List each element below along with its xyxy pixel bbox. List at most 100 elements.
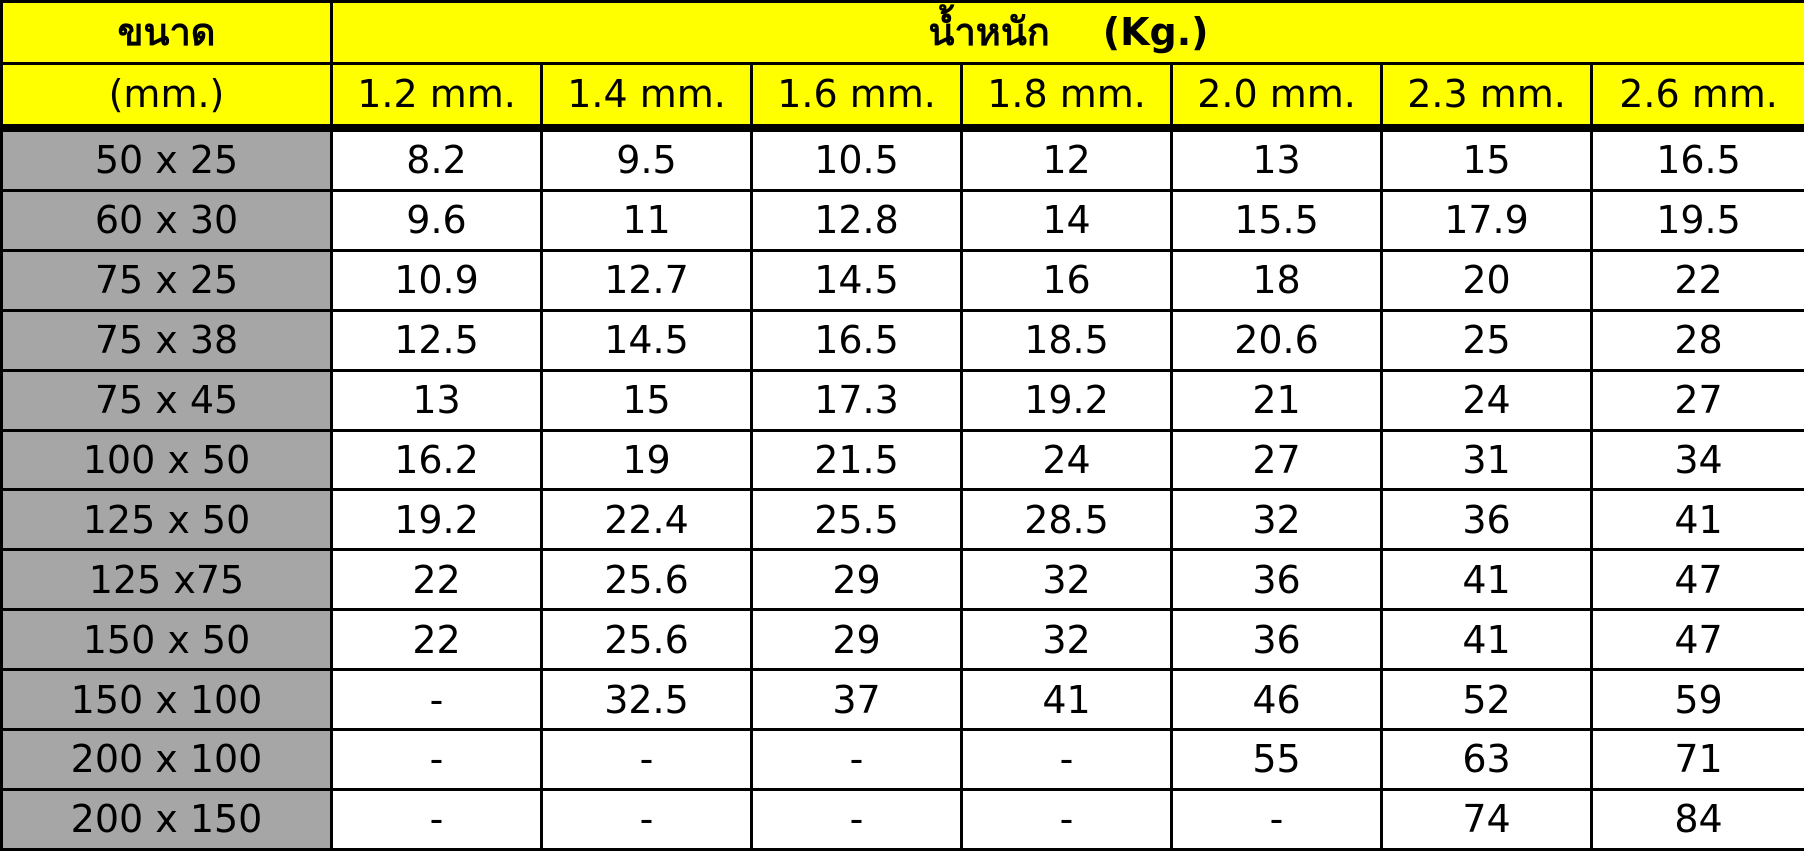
- weight-cell: 41: [960, 668, 1173, 732]
- weight-cell: 17.3: [750, 368, 963, 432]
- weight-cell: 12: [960, 126, 1173, 192]
- weight-cell: 36: [1170, 608, 1383, 672]
- weight-cell: -: [330, 787, 543, 851]
- weight-cell: 25.6: [540, 548, 753, 612]
- table-row: 100 x 50 16.2 19 21.5 24 27 31 34: [0, 428, 1804, 492]
- weight-cell: 25.6: [540, 608, 753, 672]
- size-cell: 125 x 50: [0, 488, 333, 552]
- size-cell: 50 x 25: [0, 126, 333, 192]
- weight-cell: 28.5: [960, 488, 1173, 552]
- weight-cell: 29: [750, 548, 963, 612]
- size-unit-header: (mm.): [0, 61, 333, 132]
- weight-cell: 22: [330, 548, 543, 612]
- size-cell: 75 x 45: [0, 368, 333, 432]
- weight-cell: 10.9: [330, 248, 543, 312]
- table-row: 200 x 150- - - - -74 84: [0, 787, 1804, 851]
- weight-cell: 27: [1170, 428, 1383, 492]
- weight-cell: 12.5: [330, 308, 543, 372]
- thickness-header: 2.6 mm.: [1589, 61, 1804, 132]
- weight-cell: 16.5: [750, 308, 963, 372]
- weight-cell: 9.6: [330, 188, 543, 252]
- weight-cell: -: [960, 787, 1173, 851]
- weight-cell: 41: [1589, 488, 1804, 552]
- weight-cell: 16.2: [330, 428, 543, 492]
- weight-cell: 32: [960, 548, 1173, 612]
- weight-cell: 32.5: [540, 668, 753, 732]
- weight-cell: 12.8: [750, 188, 963, 252]
- weight-cell: 59: [1589, 668, 1804, 732]
- thickness-header: 1.8 mm.: [960, 61, 1173, 132]
- weight-cell: 25: [1380, 308, 1593, 372]
- size-cell: 150 x 50: [0, 608, 333, 672]
- thickness-header: 2.0 mm.: [1170, 61, 1383, 132]
- table-row: 75 x 45 13 15 17.3 19.2 21 24 27: [0, 368, 1804, 432]
- table-row: 150 x 100-32.5 37 41 46 52 59: [0, 668, 1804, 732]
- size-cell: 100 x 50: [0, 428, 333, 492]
- size-header: ขนาด: [0, 0, 333, 65]
- weight-cell: -: [750, 787, 963, 851]
- weight-cell: 41: [1380, 548, 1593, 612]
- weight-cell: 21: [1170, 368, 1383, 432]
- weight-cell: 19.2: [960, 368, 1173, 432]
- weight-cell: 27: [1589, 368, 1804, 432]
- weight-cell: -: [750, 728, 963, 791]
- weight-cell: 11: [540, 188, 753, 252]
- weight-cell: 22: [1589, 248, 1804, 312]
- header-row-title: ขนาด น้ำหนัก (Kg.): [0, 0, 1804, 65]
- weight-cell: 47: [1589, 548, 1804, 612]
- weight-cell: 36: [1380, 488, 1593, 552]
- size-cell: 125 x75: [0, 548, 333, 612]
- table-row: 200 x 100- - - -55 63 71: [0, 728, 1804, 791]
- table-row: 50 x 25 8.2 9.5 10.5 12 13 15 16.5: [0, 126, 1804, 192]
- weight-cell: 52: [1380, 668, 1593, 732]
- weight-cell: 31: [1380, 428, 1593, 492]
- weight-cell: 29: [750, 608, 963, 672]
- weight-cell: 16.5: [1589, 126, 1804, 192]
- weight-cell: 15: [1380, 126, 1593, 192]
- table-row: 125 x 50 19.2 22.4 25.5 28.5 32 36 41: [0, 488, 1804, 552]
- weight-cell: 15: [540, 368, 753, 432]
- size-cell: 75 x 25: [0, 248, 333, 312]
- size-cell: 60 x 30: [0, 188, 333, 252]
- size-cell: 150 x 100: [0, 668, 333, 732]
- weight-cell: 71: [1589, 728, 1804, 791]
- weight-cell: 14: [960, 188, 1173, 252]
- weight-cell: 8.2: [330, 126, 543, 192]
- thickness-header: 1.6 mm.: [750, 61, 963, 132]
- weight-cell: 41: [1380, 608, 1593, 672]
- weight-cell: 20.6: [1170, 308, 1383, 372]
- weight-cell: 36: [1170, 548, 1383, 612]
- size-cell: 200 x 150: [0, 787, 333, 851]
- weight-cell: -: [540, 787, 753, 851]
- weight-cell: 63: [1380, 728, 1593, 791]
- weight-cell: 18: [1170, 248, 1383, 312]
- weight-cell: 24: [1380, 368, 1593, 432]
- weight-cell: 22: [330, 608, 543, 672]
- weight-cell: 15.5: [1170, 188, 1383, 252]
- weight-cell: 84: [1589, 787, 1804, 851]
- weight-cell: 19: [540, 428, 753, 492]
- table-row: 75 x 25 10.9 12.7 14.5 16 18 20 22: [0, 248, 1804, 312]
- table-row: 75 x 38 12.5 14.5 16.5 18.5 20.6 25 28: [0, 308, 1804, 372]
- thickness-header: 1.2 mm.: [330, 61, 543, 132]
- header-row-thickness: (mm.) 1.2 mm. 1.4 mm. 1.6 mm. 1.8 mm. 2.…: [0, 61, 1804, 132]
- weight-cell: 22.4: [540, 488, 753, 552]
- weight-cell: -: [330, 728, 543, 791]
- weight-cell: 17.9: [1380, 188, 1593, 252]
- weight-cell: -: [540, 728, 753, 791]
- table-row: 60 x 30 9.6 11 12.8 14 15.5 17.9 19.5: [0, 188, 1804, 252]
- weight-cell: 20: [1380, 248, 1593, 312]
- table-row: 125 x75 22 25.6 29 32 36 41 47: [0, 548, 1804, 612]
- weight-cell: -: [1170, 787, 1383, 851]
- weight-cell: 9.5: [540, 126, 753, 192]
- weight-cell: 25.5: [750, 488, 963, 552]
- size-cell: 200 x 100: [0, 728, 333, 791]
- weight-cell: 37: [750, 668, 963, 732]
- size-cell: 75 x 38: [0, 308, 333, 372]
- table-row: 150 x 50 22 25.6 29 32 36 41 47: [0, 608, 1804, 672]
- weight-cell: 21.5: [750, 428, 963, 492]
- weight-cell: 46: [1170, 668, 1383, 732]
- weight-cell: 10.5: [750, 126, 963, 192]
